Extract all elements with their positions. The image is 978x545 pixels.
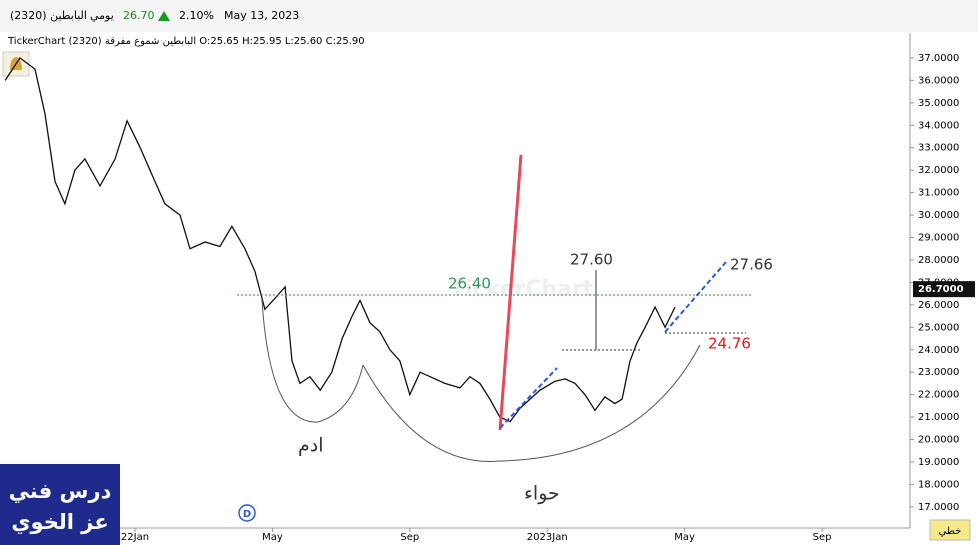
event-label: D [243, 509, 251, 520]
y-tick-label: 17.0000 [918, 502, 959, 513]
watermark: TickerChart [450, 277, 594, 302]
period: يومي [90, 9, 114, 22]
target-label: 27.60 [570, 251, 613, 269]
y-tick-label: 30.0000 [918, 210, 959, 221]
eve-label: حواء [524, 483, 560, 505]
mode-label: خطي [939, 526, 962, 537]
mode-button[interactable] [929, 519, 971, 541]
price-tag-label: 26.7000 [918, 284, 964, 295]
neckline-label: 26.40 [448, 275, 491, 293]
eve-arc [362, 344, 701, 462]
caption-box [0, 464, 120, 545]
y-tick-label: 22.0000 [918, 390, 959, 401]
y-tick-label: 23.0000 [918, 367, 959, 378]
trend-line [664, 261, 727, 333]
x-tick-label: May [674, 532, 695, 543]
y-tick-label: 34.0000 [918, 120, 959, 131]
change: 2.10% [179, 9, 214, 22]
y-tick-label: 35.0000 [918, 98, 959, 109]
y-tick-label: 36.0000 [918, 75, 959, 86]
info: TickerChart البابطين شموع مفرقة (2320) O… [7, 36, 365, 47]
price: 26.70 [123, 9, 155, 22]
y-tick-label: 25.0000 [918, 322, 959, 333]
trend-line [499, 367, 558, 429]
y-tick-label: 28.0000 [918, 255, 959, 266]
date: May 13, 2023 [224, 9, 299, 22]
y-tick-label: 24.0000 [918, 345, 959, 356]
y-tick-label: 18.0000 [918, 479, 959, 490]
event-marker[interactable] [238, 504, 256, 522]
caption: عز الخوي [11, 510, 108, 535]
adam-arc [261, 299, 364, 423]
y-tick-label: 32.0000 [918, 165, 959, 176]
caption: درس فني [9, 479, 112, 503]
y-tick-label: 26.0000 [918, 300, 959, 311]
x-tick-label: May [262, 532, 283, 543]
symbol: (2320) البابطين [10, 9, 87, 22]
y-tick-label: 19.0000 [918, 457, 959, 468]
x-tick-label: 22Jan [121, 532, 149, 543]
upper-label: 27.66 [730, 256, 773, 274]
y-tick-label: 33.0000 [918, 143, 959, 154]
price-tag [913, 281, 975, 298]
x-tick-label: Sep [400, 532, 419, 543]
adam-label: ادم [298, 435, 324, 457]
y-tick-label: 31.0000 [918, 188, 959, 199]
lower-label: 24.76 [708, 335, 751, 353]
red-line [498, 154, 523, 431]
x-tick-label: Sep [813, 532, 832, 543]
y-tick-label: 21.0000 [918, 412, 959, 423]
y-tick-label: 37.0000 [918, 53, 959, 64]
y-tick-label: 20.0000 [918, 435, 959, 446]
x-tick-label: 2023Jan [527, 532, 568, 543]
up-arrow [158, 11, 170, 21]
price-line [4, 56, 676, 423]
y-tick-label: 29.0000 [918, 233, 959, 244]
